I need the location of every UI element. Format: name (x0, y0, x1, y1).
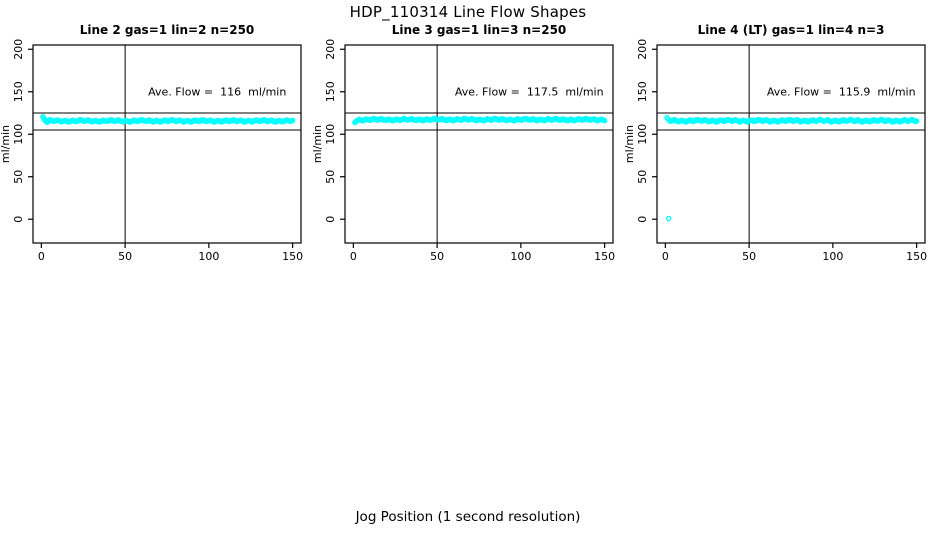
y-axis-title: ml/min (624, 125, 636, 163)
y-tick-label: 0 (12, 216, 25, 223)
panels-row: Line 2 gas=1 lin=2 n=250 0 50 100 150 0 50 100 1… (0, 18, 936, 278)
x-tick-label: 0 (38, 250, 45, 263)
plot-box (344, 44, 614, 244)
y-tick-label: 0 (636, 216, 649, 223)
ave-flow-annotation: Ave. Flow = 116 ml/min (148, 86, 286, 99)
x-tick-label: 150 (906, 250, 927, 263)
x-tick-label: 50 (118, 250, 132, 263)
x-tick-label: 100 (198, 250, 219, 263)
panel-title: Line 2 gas=1 lin=2 n=250 (80, 23, 255, 37)
chart-panel-1: Line 2 gas=1 lin=2 n=250 0 50 100 150 0 50 100 1… (0, 23, 303, 263)
x-tick-label: 0 (350, 250, 357, 263)
data-points (352, 115, 608, 126)
x-tick-label: 50 (430, 250, 444, 263)
x-tick-label: 0 (662, 250, 669, 263)
x-tick-label: 150 (282, 250, 303, 263)
y-axis: 0 50 100 150 200 (324, 39, 345, 223)
x-axis: 0 50 100 150 (350, 243, 615, 263)
reference-lines (33, 45, 301, 243)
y-tick-label: 50 (324, 170, 337, 184)
ave-flow-annotation: Ave. Flow = 115.9 ml/min (767, 86, 916, 99)
data-points (664, 114, 920, 222)
chart-panel-3: Line 4 (LT) gas=1 lin=4 n=3 0 50 100 150 0 50 1… (624, 23, 927, 263)
chart-panel-2: Line 3 gas=1 lin=3 n=250 0 50 100 150 0 50 100 1… (312, 23, 615, 263)
ave-flow-annotation: Ave. Flow = 117.5 ml/min (455, 86, 604, 99)
x-axis: 0 50 100 150 (662, 243, 927, 263)
y-tick-label: 50 (636, 170, 649, 184)
y-tick-label: 200 (636, 39, 649, 60)
y-tick-label: 100 (324, 124, 337, 145)
figure-title: HDP_110314 Line Flow Shapes (349, 3, 587, 21)
y-axis-title: ml/min (0, 125, 12, 163)
y-tick-label: 100 (636, 124, 649, 145)
y-tick-label: 0 (324, 216, 337, 223)
y-axis: 0 50 100 150 200 (12, 39, 33, 223)
y-axis-title: ml/min (312, 125, 324, 163)
x-tick-label: 50 (742, 250, 756, 263)
x-tick-label: 150 (594, 250, 615, 263)
panel-title: Line 3 gas=1 lin=3 n=250 (392, 23, 567, 37)
data-points (40, 113, 296, 126)
y-tick-label: 50 (12, 170, 25, 184)
y-tick-label: 200 (12, 39, 25, 60)
plot-box (656, 44, 926, 244)
figure-xlabel: Jog Position (1 second resolution) (355, 509, 581, 525)
y-tick-label: 100 (12, 124, 25, 145)
x-axis: 0 50 100 150 (38, 243, 303, 263)
y-axis: 0 50 100 150 200 (636, 39, 657, 223)
y-tick-label: 150 (324, 81, 337, 102)
reference-lines (345, 45, 613, 243)
plot-box (32, 44, 302, 244)
panel-title: Line 4 (LT) gas=1 lin=4 n=3 (698, 23, 885, 37)
y-tick-label: 150 (636, 81, 649, 102)
y-tick-label: 150 (12, 81, 25, 102)
x-tick-label: 100 (822, 250, 843, 263)
x-tick-label: 100 (510, 250, 531, 263)
y-tick-label: 200 (324, 39, 337, 60)
reference-lines (657, 45, 925, 243)
